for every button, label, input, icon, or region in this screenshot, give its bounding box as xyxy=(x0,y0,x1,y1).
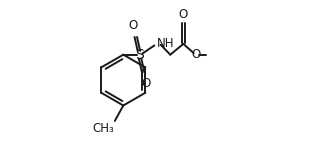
Text: CH₃: CH₃ xyxy=(92,122,114,135)
Text: O: O xyxy=(141,77,150,90)
Text: O: O xyxy=(129,19,138,32)
Text: O: O xyxy=(179,8,188,21)
Text: S: S xyxy=(135,48,144,62)
Text: NH: NH xyxy=(157,37,175,50)
Text: O: O xyxy=(192,48,201,61)
